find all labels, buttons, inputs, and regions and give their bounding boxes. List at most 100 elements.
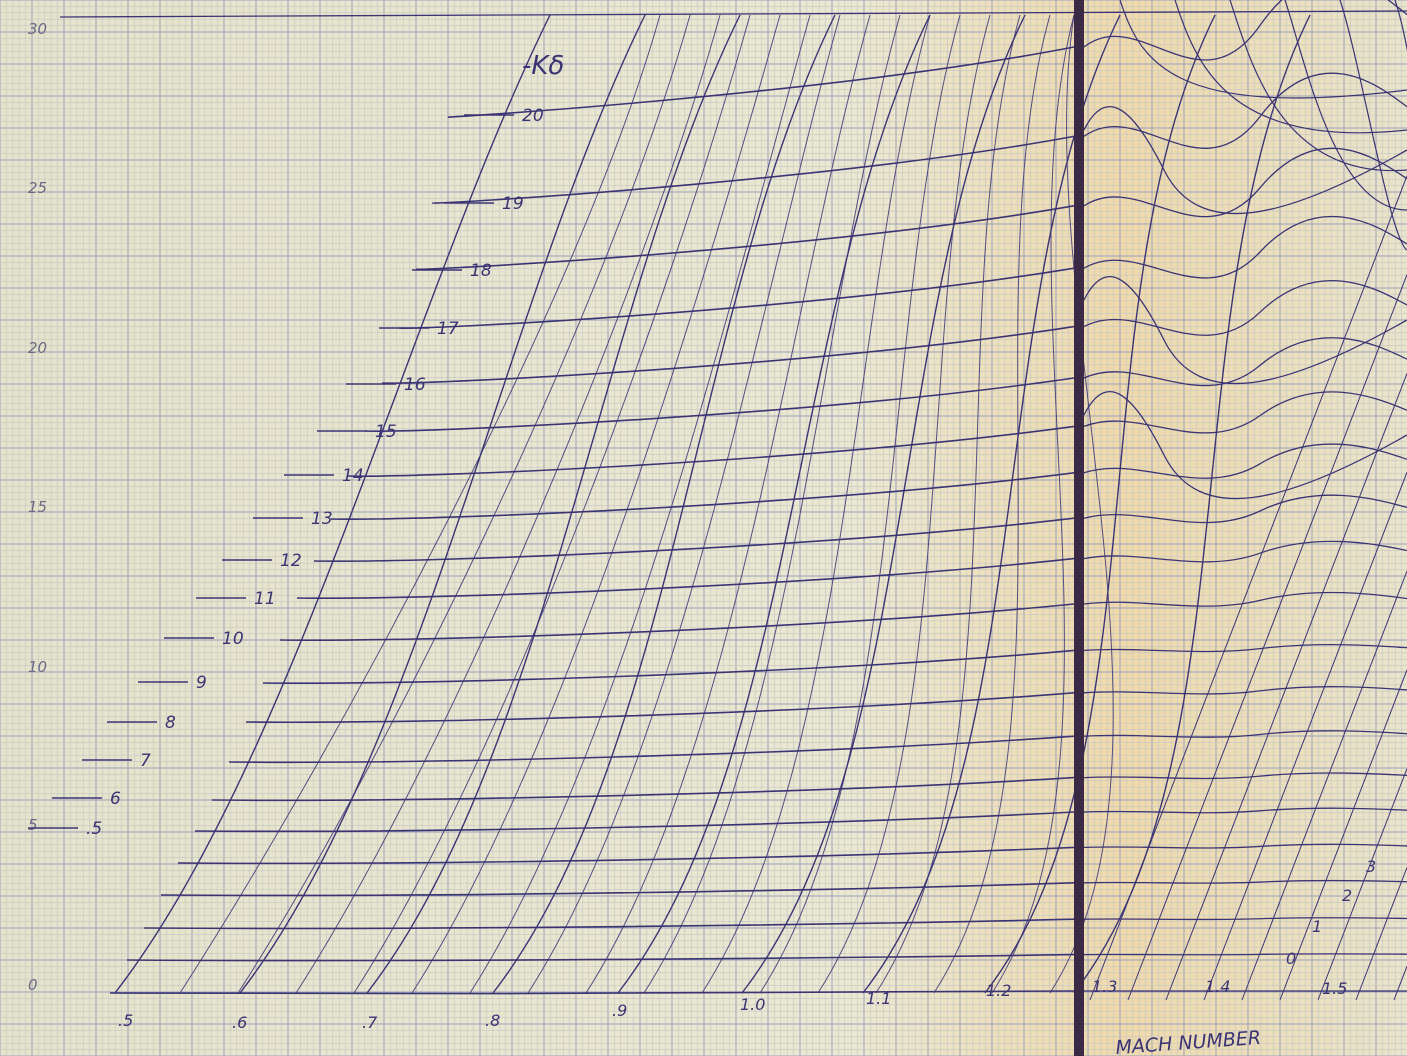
mach-curve-minor — [817, 14, 991, 994]
k-curve — [398, 267, 1075, 329]
k-curve-right — [1083, 280, 1407, 336]
k-value-label: 16 — [404, 375, 426, 395]
k-curve — [262, 649, 1075, 685]
left-axis-tick-label: 0 — [28, 976, 38, 994]
k-curve-right — [1083, 0, 1407, 61]
mach-tick-label: .8 — [485, 1011, 500, 1030]
k-value-label: 6 — [110, 789, 121, 809]
k-value-label: 9 — [196, 673, 207, 693]
k-curve-right — [1083, 147, 1407, 218]
mach-curve-minor — [411, 14, 781, 994]
mach-curve-minor — [585, 14, 871, 994]
k-value-label: 19 — [502, 194, 524, 214]
mach-curve-minor — [179, 14, 661, 994]
k-value-label: 7 — [140, 751, 151, 771]
k-value-label: 12 — [280, 551, 302, 571]
mach-tick-label: 1.4 — [1205, 977, 1230, 996]
mach-line-right — [1279, 669, 1407, 1001]
k-curve-right — [1083, 730, 1407, 738]
k-curve-top-right — [1174, 0, 1407, 134]
k-curve — [279, 603, 1075, 642]
k-curve-right — [1083, 917, 1407, 921]
mach-curve — [239, 14, 646, 994]
mach-tick-label: 1.2 — [986, 981, 1011, 1000]
k-value-label: 14 — [342, 466, 364, 486]
k-curve — [296, 557, 1075, 599]
k-curve-right — [1083, 337, 1407, 387]
mach-line-right — [1203, 472, 1407, 1001]
mach-tick-label: .5 — [118, 1011, 133, 1030]
k-curve — [330, 472, 1075, 520]
k-value-label: 11 — [254, 589, 276, 609]
k-curve — [177, 846, 1075, 865]
mach-curve-minor — [759, 14, 961, 994]
k-value-label: 20 — [522, 106, 544, 126]
mach-line-right — [1089, 175, 1407, 1001]
mach-tick-label: .6 — [232, 1013, 247, 1032]
k-curve-peak — [1083, 390, 1407, 500]
mach-axis-ticks: .5 .6 .7 .8 .9 1.0 1.1 1.2 1.3 1.4 1.5 — [118, 977, 1347, 1032]
k-curve-top-right — [1229, 0, 1407, 172]
mach-curve-minor — [875, 14, 1021, 994]
k-value-label-right: 3 — [1366, 857, 1376, 876]
mach-curve — [492, 14, 836, 994]
k-value-label-right: 1 — [1312, 917, 1322, 936]
mach-axis-title: MACH NUMBER — [1115, 1027, 1262, 1056]
mach-line-right — [1393, 966, 1407, 1001]
left-axis-ticks: 0 5 10 15 20 25 30 — [28, 20, 47, 994]
mach-curve — [114, 14, 551, 994]
k-curve — [245, 692, 1075, 724]
k-value-label-right: 0 — [1286, 949, 1296, 968]
k-curve-top-right — [1284, 0, 1407, 211]
mach-curve-minor — [1049, 14, 1114, 994]
mach-line-right — [1127, 274, 1407, 1001]
k-curve-peak — [1083, 105, 1407, 215]
k-curve-right — [1083, 494, 1407, 524]
k-curve — [313, 517, 1075, 562]
vertical-divider-bar — [1074, 0, 1084, 1056]
mach-curve-minor — [469, 14, 811, 994]
mach-curve-minor — [237, 14, 691, 994]
k-value-label: 15 — [375, 422, 397, 442]
k-curve-right — [1083, 843, 1407, 849]
k-curve — [447, 46, 1075, 118]
k-curve-top-right — [1119, 0, 1407, 99]
k-value-label: 17 — [437, 319, 459, 339]
top-border — [59, 10, 1407, 18]
k-curve-top-right — [1394, 0, 1407, 290]
k-value-label-right: 2 — [1342, 886, 1352, 905]
left-axis-tick-label: 30 — [28, 20, 47, 38]
mach-curve-family — [59, 10, 1407, 1001]
mach-curve-minor — [295, 14, 721, 994]
k-curve-right — [1083, 807, 1407, 814]
mach-curve-minor — [933, 14, 1051, 994]
k-curve-right — [1083, 644, 1407, 653]
mach-curve — [617, 14, 931, 994]
mach-line-right — [1317, 768, 1407, 1001]
left-axis-tick-label: 15 — [28, 498, 47, 516]
k-curve-top-right — [1339, 0, 1407, 251]
k-value-label: .5 — [86, 819, 102, 839]
chart-title: -Kδ — [522, 51, 564, 81]
k-curve-right — [1083, 591, 1407, 607]
mach-curve-minor — [701, 14, 931, 994]
k-curve-family — [109, 0, 1407, 995]
k-curve-right — [1083, 391, 1407, 434]
mach-tick-label: .9 — [612, 1001, 627, 1020]
left-axis-tick-label: 10 — [28, 658, 47, 676]
mach-line-right — [1241, 570, 1407, 1001]
mach-tick-label: .7 — [362, 1013, 378, 1032]
mach-tick-label: 1.5 — [1322, 979, 1347, 998]
k-curve — [415, 205, 1075, 270]
k-curve — [194, 811, 1075, 833]
k-curve — [364, 377, 1075, 432]
k-value-labels-right: 32 10 — [1286, 857, 1376, 968]
k-curve-right — [1083, 540, 1407, 563]
k-curve-right — [1083, 686, 1407, 695]
mach-curve — [366, 14, 741, 994]
k-value-label: 13 — [311, 509, 333, 529]
